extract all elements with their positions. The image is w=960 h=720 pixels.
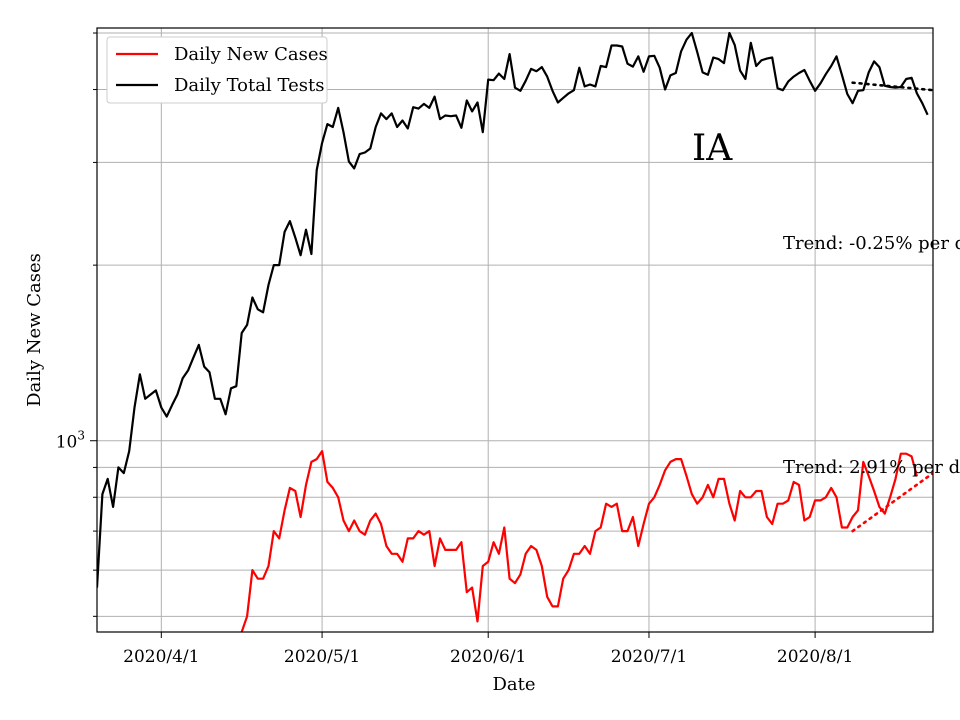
series-line-daily-new-cases xyxy=(240,450,918,632)
y-tick-label: 103 xyxy=(56,429,85,453)
x-tick-label: 2020/6/1 xyxy=(450,647,526,667)
legend-label-tests: Daily Total Tests xyxy=(174,75,324,96)
series-layer xyxy=(97,31,933,632)
tests-trend-annotation: Trend: -0.25% per day xyxy=(783,233,960,254)
state-label: IA xyxy=(692,128,733,169)
trend-line-daily-total-tests xyxy=(851,81,933,92)
grid-layer xyxy=(97,28,933,632)
x-tick-label: 2020/4/1 xyxy=(123,647,199,667)
y-axis-label: Daily New Cases xyxy=(24,253,45,407)
series-line-daily-total-tests xyxy=(97,31,929,588)
trend-line-daily-new-cases xyxy=(851,471,933,533)
tick-layer: 2020/4/1 2020/5/1 2020/6/1 2020/7/1 2020/8/1… xyxy=(56,32,853,667)
x-tick-label: 2020/7/1 xyxy=(611,647,687,667)
x-tick-label: 2020/5/1 xyxy=(284,647,360,667)
plot-frame xyxy=(96,27,934,633)
legend: Daily New Cases Daily Total Tests xyxy=(106,36,328,104)
x-axis-label: Date xyxy=(492,674,535,695)
cases-trend-annotation: Trend: 2.91% per day xyxy=(783,457,960,478)
x-tick-label: 2020/8/1 xyxy=(777,647,853,667)
legend-label-cases: Daily New Cases xyxy=(174,44,328,65)
legend-box xyxy=(106,36,328,104)
